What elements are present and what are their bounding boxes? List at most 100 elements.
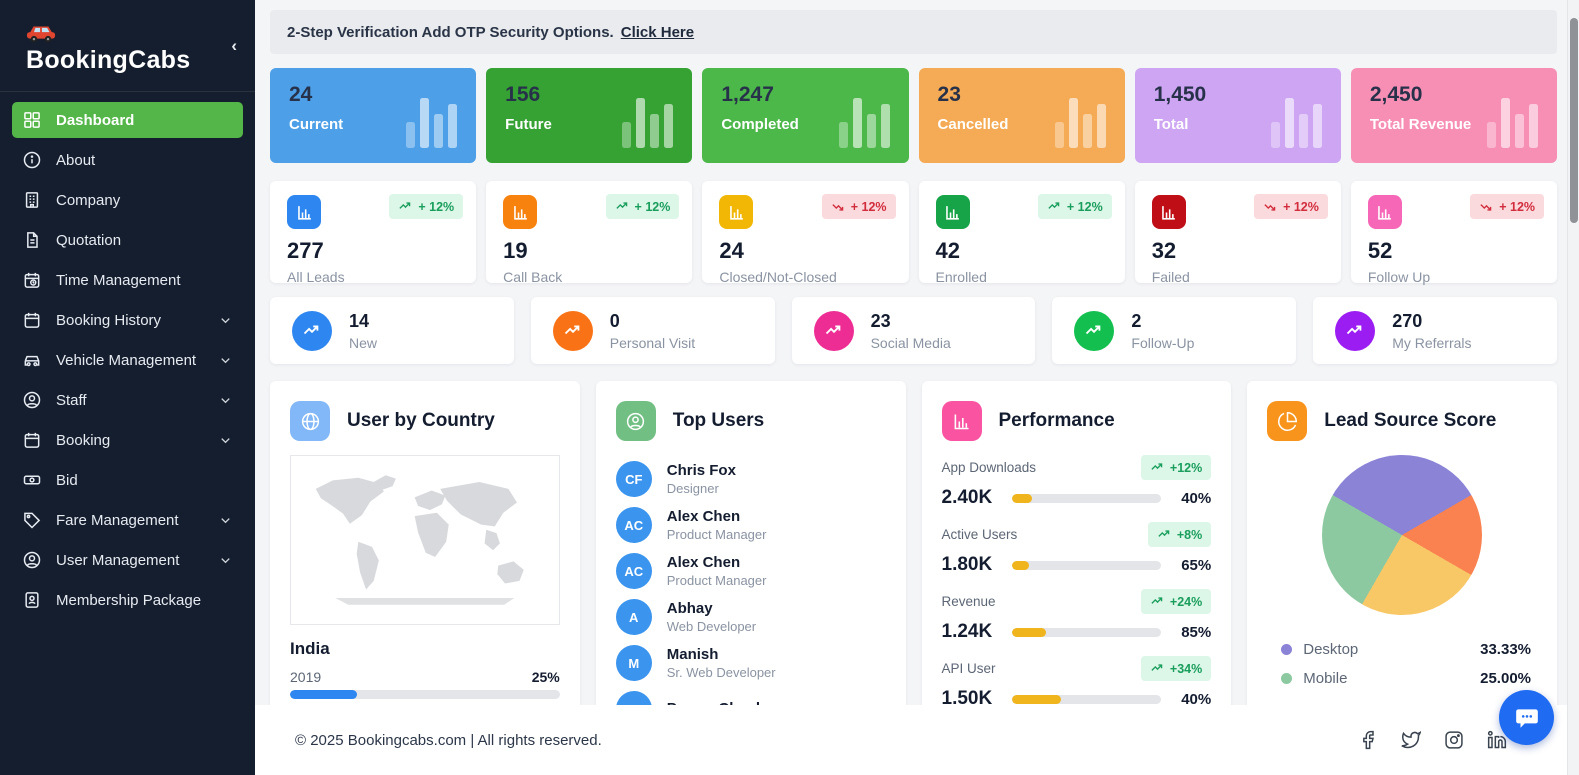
stat-label: Future	[505, 116, 552, 133]
user-role: Sr. Web Developer	[666, 665, 776, 680]
legend-row-mobile: Mobile 25.00%	[1281, 670, 1531, 687]
stat-label: Follow Up	[1367, 269, 1431, 285]
stat-label: New	[349, 334, 378, 351]
id-badge-icon	[22, 590, 42, 610]
social-links	[1358, 730, 1507, 750]
scrollbar-track[interactable]	[1567, 0, 1579, 775]
sidebar-item-fare-management[interactable]: Fare Management	[12, 502, 243, 538]
trend-badge: + 12%	[1254, 194, 1328, 219]
bar-chart-icon	[941, 401, 982, 441]
linkedin-icon[interactable]	[1487, 730, 1507, 750]
sidebar-menu: Dashboard About Company Quotation Time Manag…	[0, 92, 255, 632]
sidebar-item-staff[interactable]: Staff	[12, 382, 243, 418]
stat-value: 1,247	[721, 83, 774, 106]
lead-stat-card-enrolled: + 12% 42 Enrolled	[918, 181, 1125, 285]
referral-stat-text: 270 My Referrals	[1392, 311, 1471, 351]
progress-fill	[1011, 627, 1046, 637]
trend-badge: +24%	[1140, 589, 1212, 614]
referral-stat-card-personal-visit: 0 Personal Visit	[530, 297, 775, 364]
trend-badge: + 12%	[605, 194, 680, 219]
stat-value: 156	[505, 83, 541, 106]
brand-name: BookingCabs	[26, 46, 191, 74]
car-icon	[22, 350, 42, 370]
metric-value: 1.24K	[941, 621, 993, 642]
sidebar-item-membership-package[interactable]: Membership Package	[12, 582, 243, 618]
progress-track	[1011, 694, 1162, 704]
trend-change: +34%	[1169, 661, 1203, 676]
sidebar: BookingCabs ‹ Dashboard About Company Quota…	[0, 0, 255, 775]
stat-value: 42	[935, 238, 960, 263]
country-name: India	[290, 639, 330, 658]
stat-label: Failed	[1151, 269, 1190, 285]
sidebar-item-label: Quotation	[56, 231, 122, 249]
bar-chart-icon	[1367, 195, 1402, 229]
stat-label: Current	[289, 116, 344, 133]
top-user-row: AC Alex Chen Product Manager	[615, 507, 886, 543]
sidebar-item-quotation[interactable]: Quotation	[12, 222, 243, 258]
trend-change: + 12%	[418, 199, 455, 214]
sidebar-item-about[interactable]: About	[12, 142, 243, 178]
bar-chart-icon	[1054, 98, 1106, 148]
tag-icon	[22, 510, 42, 530]
facebook-icon[interactable]	[1358, 730, 1378, 750]
user-name: Abhay	[666, 600, 713, 617]
chevron-down-icon	[218, 313, 233, 328]
stat-label: My Referrals	[1392, 334, 1472, 351]
legend-percent: 25.00%	[1480, 670, 1531, 687]
avatar: AC	[615, 507, 652, 543]
bar-chart-icon	[1270, 98, 1322, 148]
user-name: Alex Chen	[666, 554, 741, 571]
country-year-row: 2019 25%	[290, 669, 560, 699]
booking-stat-card-completed: 1,247 Completed	[702, 68, 909, 163]
scrollbar-thumb[interactable]	[1570, 18, 1578, 223]
stat-label: Completed	[721, 116, 799, 133]
notice-link[interactable]: Click Here	[620, 23, 695, 41]
sidebar-item-booking[interactable]: Booking	[12, 422, 243, 458]
progress-fill	[290, 690, 358, 699]
sidebar-item-label: Fare Management	[56, 511, 179, 529]
metric-bar-row: 2.40K 40%	[942, 487, 1212, 509]
referral-stat-card-new: 14 New	[270, 297, 514, 364]
booking-stat-card-total: 1,450 Total	[1134, 68, 1341, 163]
sidebar-collapse-button[interactable]: ‹	[231, 36, 237, 55]
top-user-row: AC Alex Chen Product Manager	[615, 553, 886, 589]
instagram-icon[interactable]	[1444, 730, 1464, 750]
notice-text: 2-Step Verification Add OTP Security Opt…	[287, 23, 614, 41]
top-user-text: Pawan Chauhan	[667, 700, 783, 706]
progress-track	[290, 690, 560, 699]
sidebar-item-label: Time Management	[56, 271, 181, 289]
stat-label: Enrolled	[935, 269, 987, 285]
document-icon	[22, 230, 42, 250]
sidebar-item-time-management[interactable]: Time Management	[12, 262, 243, 298]
legend-label: Mobile	[1303, 670, 1348, 687]
stat-value: 23	[937, 83, 961, 106]
referral-stat-card-follow-up: 2 Follow-Up	[1052, 297, 1297, 364]
bar-chart-icon	[622, 98, 674, 148]
sidebar-item-label: Company	[56, 191, 121, 209]
trend-up-icon	[1150, 460, 1165, 475]
sidebar-item-user-management[interactable]: User Management	[12, 542, 243, 578]
sidebar-item-vehicle-management[interactable]: Vehicle Management	[12, 342, 243, 378]
sidebar-item-dashboard[interactable]: Dashboard	[12, 102, 243, 138]
stat-value: 0	[609, 310, 620, 331]
trend-up-icon	[615, 199, 630, 214]
stat-value: 52	[1367, 238, 1393, 263]
stat-value: 1,450	[1153, 83, 1207, 106]
top-user-text: Manish Sr. Web Developer	[667, 646, 776, 680]
trend-badge: +8%	[1147, 522, 1212, 547]
stat-label: Follow-Up	[1131, 334, 1195, 351]
user-name: Alex Chen	[666, 508, 741, 525]
chat-button[interactable]	[1499, 690, 1554, 745]
sidebar-item-company[interactable]: Company	[12, 182, 243, 218]
sidebar-item-bid[interactable]: Bid	[12, 462, 243, 498]
sidebar-logo-area: BookingCabs ‹	[0, 0, 255, 92]
trend-change: +24%	[1169, 594, 1203, 609]
pie-legend: Desktop 33.33% Mobile 25.00%	[1267, 641, 1537, 687]
world-map	[290, 455, 560, 625]
trend-change: +12%	[1169, 460, 1203, 475]
trend-up-icon	[552, 310, 593, 351]
twitter-icon[interactable]	[1401, 730, 1421, 750]
legend-percent: 33.33%	[1480, 641, 1531, 658]
sidebar-item-booking-history[interactable]: Booking History	[12, 302, 243, 338]
